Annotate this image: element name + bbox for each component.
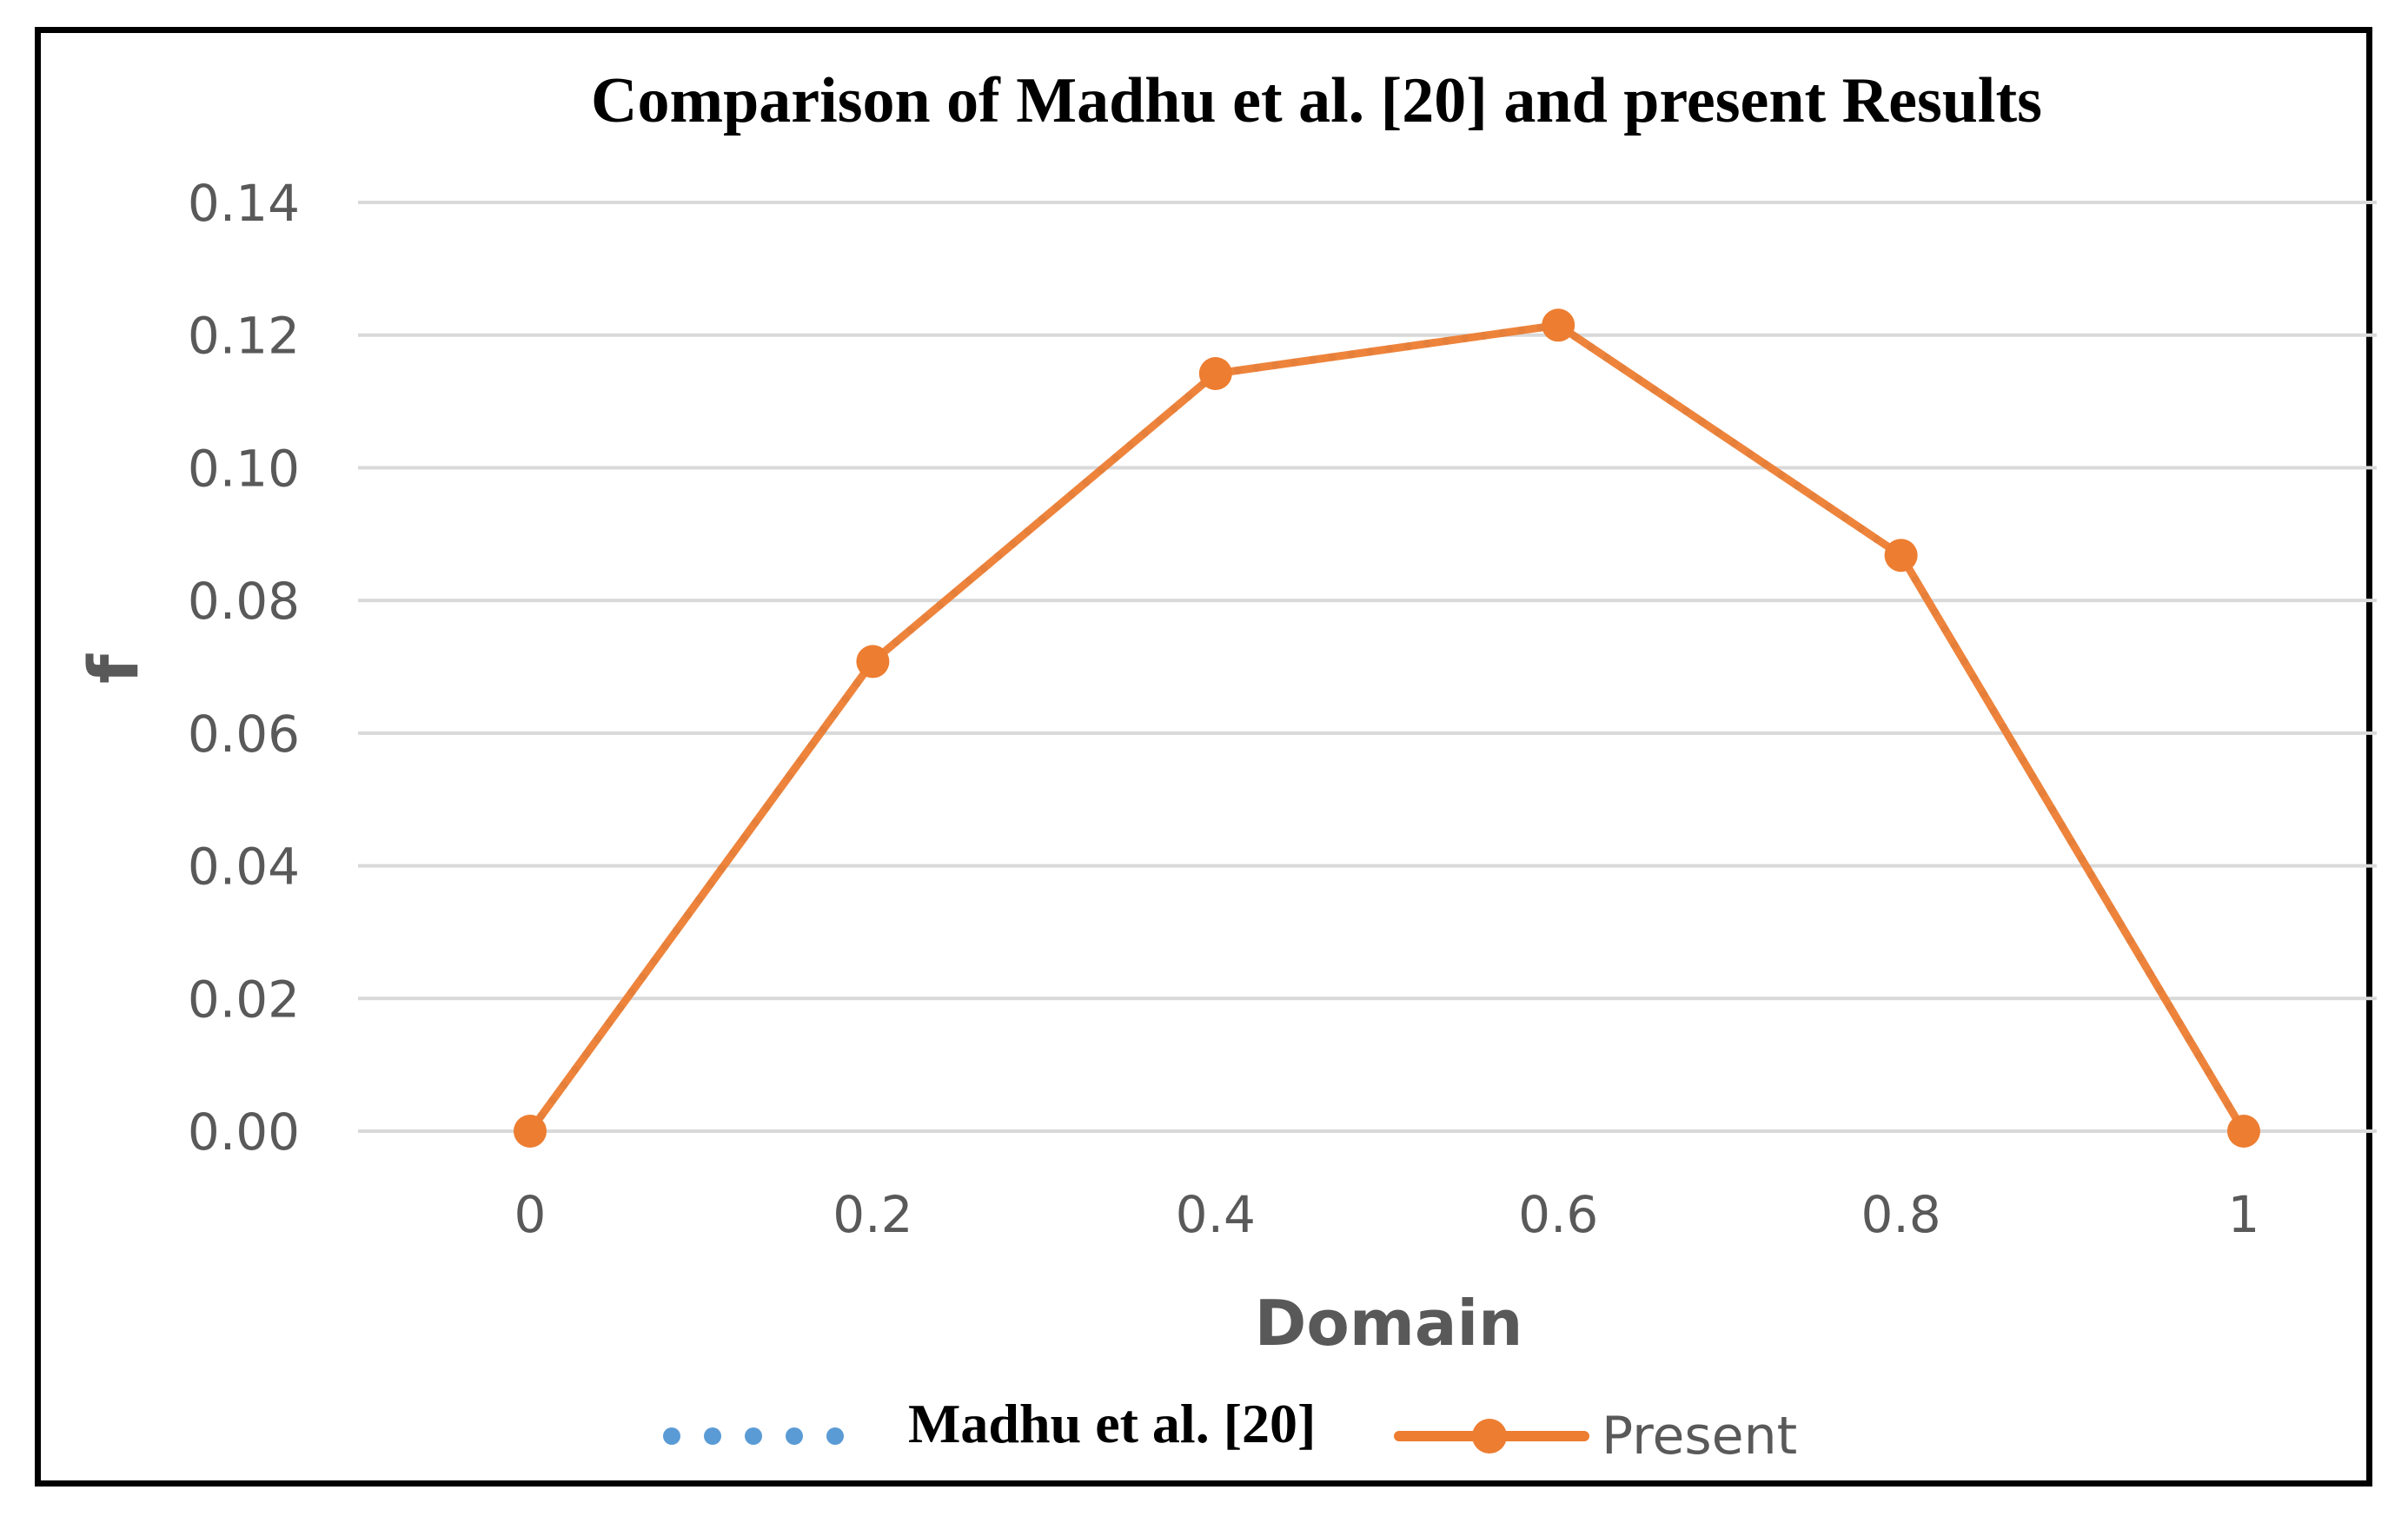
y-tick-label: 0.00 — [188, 1103, 300, 1162]
legend: Madhu et al. [20] Present — [663, 1393, 1797, 1467]
y-tick-label: 0.12 — [188, 307, 300, 366]
series-madhu — [526, 321, 2248, 1136]
chart-frame — [35, 27, 2372, 1487]
series-present-line — [526, 321, 2248, 1136]
x-tick-label: 0.6 — [1518, 1185, 1598, 1244]
chart-title: Comparison of Madhu et al. [20] and pres… — [591, 65, 2042, 136]
y-axis-ticks: 0.00 0.02 0.04 0.06 0.08 0.10 0.12 0.14 — [188, 174, 300, 1162]
legend-madhu-dot — [704, 1427, 721, 1445]
y-tick-label: 0.10 — [188, 439, 300, 498]
legend-madhu-dot — [745, 1427, 762, 1445]
series-present-point — [514, 1115, 547, 1148]
series-madhu-line — [526, 321, 2248, 1136]
legend-madhu-label: Madhu et al. [20] — [908, 1393, 1316, 1454]
x-tick-label: 0.4 — [1176, 1185, 1256, 1244]
y-tick-label: 0.04 — [188, 838, 300, 897]
series-present — [514, 308, 2260, 1148]
x-axis-ticks: 0 0.2 0.4 0.6 0.8 1 — [514, 1185, 2260, 1244]
legend-madhu-dot — [786, 1427, 803, 1445]
series-present-point — [2227, 1115, 2260, 1148]
y-axis-label: f — [76, 653, 154, 684]
series-present-point — [1884, 539, 1918, 573]
y-tick-label: 0.08 — [188, 572, 300, 631]
gridlines — [358, 201, 2377, 1133]
legend-present-swatch — [1394, 1419, 1589, 1453]
series-layer — [514, 308, 2260, 1148]
y-tick-label: 0.02 — [188, 970, 300, 1029]
legend-madhu-dot — [826, 1427, 844, 1445]
x-tick-label: 0.8 — [1861, 1185, 1940, 1244]
legend-madhu-swatch — [663, 1427, 844, 1445]
series-present-point — [1542, 308, 1575, 342]
x-tick-label: 0.2 — [833, 1185, 912, 1244]
legend-present-marker — [1472, 1419, 1507, 1453]
y-tick-label: 0.06 — [188, 705, 300, 764]
legend-present-label: Present — [1602, 1406, 1797, 1467]
series-present-point — [856, 645, 890, 679]
y-tick-label: 0.14 — [188, 174, 300, 233]
series-madhu-overlay — [528, 323, 2245, 1133]
series-present-point — [1198, 357, 1232, 391]
legend-madhu-dot — [663, 1427, 680, 1445]
x-tick-label: 0 — [514, 1185, 547, 1244]
x-tick-label: 1 — [2228, 1185, 2260, 1244]
x-axis-label: Domain — [1255, 1287, 1523, 1360]
